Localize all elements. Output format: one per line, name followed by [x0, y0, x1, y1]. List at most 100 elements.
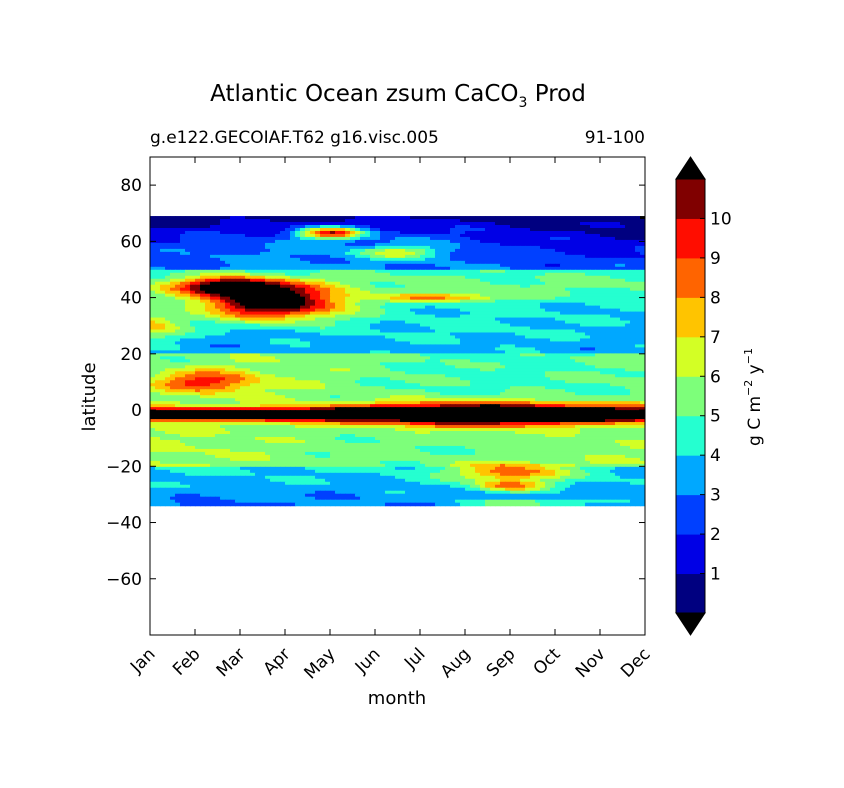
contour-cell	[545, 272, 551, 277]
contour-cell	[590, 359, 596, 363]
contour-cell	[525, 329, 531, 334]
contour-cell	[575, 290, 581, 295]
contour-cell	[355, 347, 361, 352]
contour-cell	[330, 311, 336, 316]
contour-cell	[350, 248, 356, 253]
contour-cell	[385, 323, 391, 328]
contour-cell	[270, 341, 276, 346]
contour-cell	[400, 296, 406, 301]
contour-cell	[155, 269, 161, 274]
contour-cell	[415, 329, 421, 334]
contour-cell	[245, 356, 251, 360]
contour-cell	[525, 347, 531, 352]
contour-cell	[420, 239, 426, 244]
contour-cell	[460, 236, 466, 241]
contour-cell	[445, 317, 451, 322]
contour-cell	[520, 341, 526, 346]
contour-cell	[360, 257, 366, 262]
contour-cell	[525, 227, 531, 232]
contour-cell	[360, 225, 366, 229]
contour-cell	[340, 227, 346, 232]
contour-cell	[400, 305, 406, 310]
contour-cell	[405, 326, 411, 331]
contour-cell	[380, 311, 386, 316]
contour-cell	[340, 335, 346, 340]
contour-cell	[405, 239, 411, 244]
contour-cell	[320, 314, 326, 319]
contour-cell	[435, 239, 441, 244]
contour-cell	[290, 323, 296, 328]
contour-cell	[600, 317, 606, 322]
contour-cell	[580, 287, 586, 292]
contour-cell	[365, 225, 371, 229]
contour-cell	[440, 353, 446, 357]
contour-cell	[165, 269, 171, 274]
contour-cell	[275, 359, 281, 363]
contour-cell	[300, 230, 306, 235]
contour-cell	[460, 266, 466, 271]
contour-cell	[290, 302, 296, 307]
contour-cell	[450, 239, 456, 244]
contour-cell	[490, 216, 496, 220]
contour-cell	[260, 284, 266, 289]
contour-cell	[410, 293, 416, 298]
contour-cell	[165, 341, 171, 346]
contour-cell	[365, 317, 371, 322]
contour-cell	[335, 242, 341, 247]
contour-cell	[235, 287, 241, 292]
contour-cell	[520, 323, 526, 328]
contour-cell	[370, 293, 376, 298]
contour-cell	[385, 278, 391, 283]
contour-cell	[610, 245, 616, 250]
contour-cell	[355, 326, 361, 331]
contour-cell	[365, 242, 371, 247]
contour-cell	[170, 323, 176, 328]
contour-cell	[275, 222, 281, 226]
contour-cell	[605, 251, 611, 256]
contour-cell	[480, 302, 486, 307]
contour-cell	[205, 299, 211, 304]
contour-cell	[575, 284, 581, 289]
contour-cell	[405, 254, 411, 259]
contour-cell	[480, 284, 486, 289]
contour-cell	[300, 242, 306, 247]
contour-cell	[260, 293, 266, 298]
contour-cell	[230, 254, 236, 259]
contour-cell	[465, 362, 471, 366]
contour-cell	[610, 266, 616, 271]
contour-cell	[515, 242, 521, 247]
contour-cell	[270, 302, 276, 307]
contour-cell	[450, 225, 456, 229]
contour-cell	[330, 332, 336, 337]
contour-cell	[520, 296, 526, 301]
contour-cell	[550, 305, 556, 310]
contour-cell	[440, 320, 446, 325]
contour-cell	[535, 326, 541, 331]
contour-cell	[235, 302, 241, 307]
contour-cell	[335, 347, 341, 352]
contour-cell	[565, 311, 571, 316]
contour-cell	[270, 350, 276, 354]
contour-cell	[220, 359, 226, 363]
contour-cell	[595, 269, 601, 274]
contour-cell	[370, 257, 376, 262]
contour-cell	[190, 251, 196, 256]
contour-cell	[560, 230, 566, 235]
contour-cell	[180, 332, 186, 337]
contour-cell	[290, 359, 296, 363]
contour-cell	[555, 269, 561, 274]
contour-cell	[485, 293, 491, 298]
contour-cell	[575, 222, 581, 226]
contour-cell	[435, 308, 441, 313]
contour-cell	[205, 225, 211, 229]
contour-cell	[375, 344, 381, 349]
contour-cell	[360, 317, 366, 322]
contour-cell	[480, 263, 486, 268]
contour-cell	[450, 287, 456, 292]
contour-cell	[410, 269, 416, 274]
contour-cell	[445, 260, 451, 265]
contour-cell	[325, 219, 331, 223]
contour-cell	[235, 257, 241, 262]
contour-cell	[565, 239, 571, 244]
contour-cell	[205, 278, 211, 283]
